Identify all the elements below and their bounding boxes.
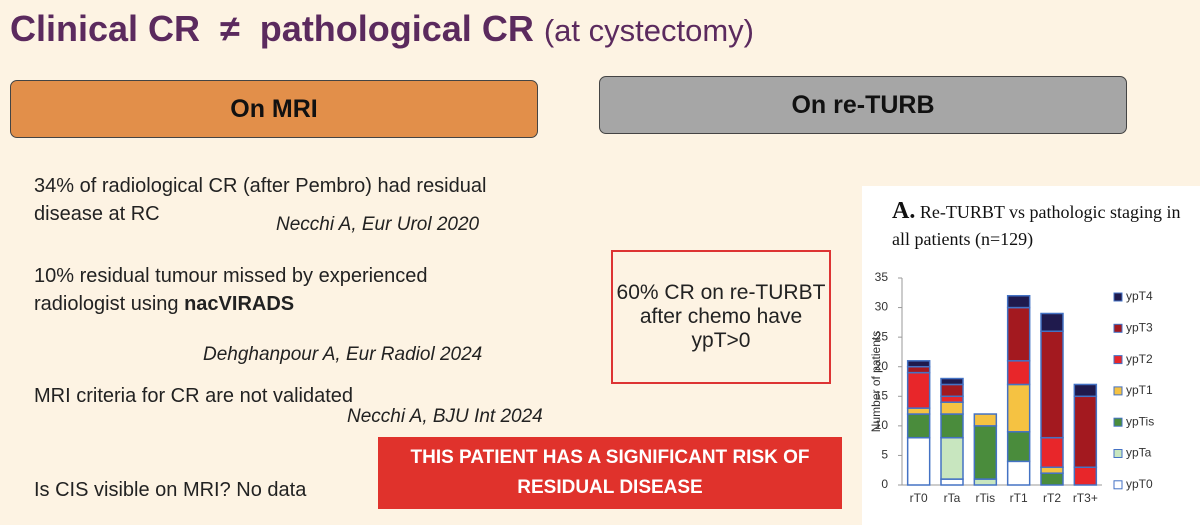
bar-segment (1006, 383, 1031, 433)
bar-segment (1006, 460, 1031, 486)
title-sub: (at cystectomy) (543, 13, 754, 48)
bar-segment (973, 413, 998, 427)
bar-segment (1073, 383, 1098, 398)
x-tick-label: rT1 (1010, 491, 1028, 505)
citation: Dehghanpour A, Eur Radiol 2024 (203, 344, 483, 365)
chart-title-text: Re-TURBT vs pathologic staging in all pa… (892, 202, 1181, 249)
bar-segment (940, 395, 964, 403)
legend-label: ypT4 (1126, 289, 1153, 303)
bar-segment (940, 377, 964, 386)
y-tick-label: 20 (875, 359, 889, 373)
bar-segment (940, 413, 964, 439)
legend-label: ypTa (1126, 446, 1152, 460)
y-tick-label: 15 (875, 388, 889, 402)
bar-segment (1040, 330, 1064, 439)
legend-label: ypT3 (1126, 320, 1153, 334)
x-tick-label: rT3+ (1073, 491, 1098, 505)
bullet-bold: nacVIRADS (184, 293, 295, 315)
bar-segment (1006, 306, 1031, 362)
bar-segment (906, 365, 931, 374)
x-tick-label: rTis (976, 491, 996, 505)
citation: Necchi A, Eur Urol 2020 (276, 214, 480, 235)
bullet: 10% residual tumour missed by experience… (34, 262, 514, 318)
y-tick-label: 10 (875, 418, 889, 432)
slide-title: Clinical CR ≠ pathological CR (at cystec… (10, 8, 754, 50)
legend-swatch (1113, 480, 1123, 490)
warning-banner: THIS PATIENT HAS A SIGNIFICANT RISK OF R… (378, 437, 842, 509)
y-axis-label: Number of patients (869, 331, 883, 432)
bar-segment (906, 413, 931, 439)
bullet: Is CIS visible on MRI? No data (34, 479, 307, 501)
bar-segment (1040, 472, 1064, 486)
legend-label: ypT2 (1126, 352, 1153, 366)
y-tick-label: 25 (875, 329, 889, 343)
bar-segment (973, 425, 998, 480)
bar-segment (1073, 395, 1098, 469)
bar-segment (906, 360, 931, 368)
legend-swatch (1113, 417, 1123, 427)
x-tick-label: rTa (944, 491, 961, 505)
chart: Number of patients 0 5 10 15 20 25 30 35 rT0 rTa rT… (869, 270, 1154, 505)
bullet-text: 10% residual tumour missed by experience… (34, 265, 428, 315)
legend-label: ypT0 (1126, 477, 1153, 491)
legend-swatch (1113, 355, 1123, 365)
legend-label: ypTis (1126, 414, 1154, 428)
legend-swatch (1113, 323, 1123, 333)
x-tick-label: rT2 (1043, 491, 1061, 505)
citation: Necchi A, BJU Int 2024 (347, 406, 543, 427)
mri-header: On MRI (10, 80, 538, 138)
bar-segment (940, 478, 964, 486)
panel-label: A. (892, 198, 916, 224)
bar-segment (1040, 436, 1064, 469)
legend-swatch (1113, 449, 1123, 458)
bar-segment (973, 478, 998, 486)
returb-header: On re-TURB (599, 76, 1127, 134)
legend-swatch (1113, 386, 1123, 396)
bar-segment (1006, 360, 1031, 386)
bar-segment (940, 401, 964, 415)
chart-title: A. Re-TURBT vs pathologic staging in all… (892, 198, 1192, 253)
bullet: 34% of radiological CR (after Pembro) ha… (34, 175, 487, 225)
bar-segment (906, 407, 931, 415)
bar-segment (906, 436, 931, 486)
bar-segment (906, 371, 931, 409)
bar-segment (1040, 312, 1064, 332)
bar-segment (940, 436, 964, 480)
y-tick-label: 35 (875, 270, 889, 284)
x-tick-label: rT0 (910, 491, 928, 505)
legend-label: ypT1 (1126, 383, 1153, 397)
title-main: Clinical CR ≠ pathological CR (10, 8, 534, 49)
callout-box: 60% CR on re-TURBT after chemo have ypT>… (611, 250, 831, 384)
y-tick-label: 30 (875, 300, 889, 314)
bar-segment (940, 383, 964, 398)
legend-swatch (1113, 292, 1123, 302)
bullet: MRI criteria for CR are not validated (34, 385, 354, 407)
y-tick-label: 5 (881, 448, 888, 462)
bar-segment (1073, 466, 1098, 486)
bar-segment (1006, 431, 1031, 463)
bar-segment (1006, 294, 1031, 309)
y-tick-label: 0 (881, 477, 888, 491)
bar-segment (1040, 466, 1064, 474)
